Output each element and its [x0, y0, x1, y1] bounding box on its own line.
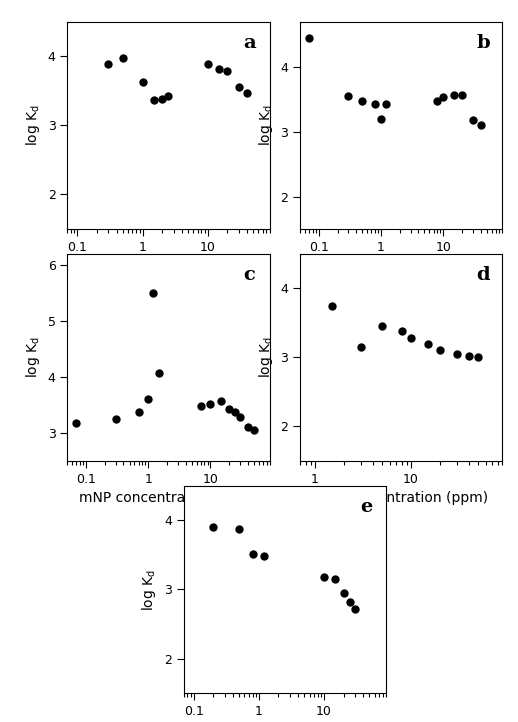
Point: [344, 90, 353, 102]
Point: [104, 58, 112, 70]
Y-axis label: log K$_\mathregular{d}$: log K$_\mathregular{d}$: [257, 104, 275, 147]
X-axis label: pNA concentration (ppm): pNA concentration (ppm): [313, 259, 489, 273]
Point: [204, 58, 212, 70]
Point: [119, 53, 127, 64]
Point: [332, 573, 340, 585]
Y-axis label: log K$_\mathregular{d}$: log K$_\mathregular{d}$: [24, 336, 42, 378]
Point: [371, 98, 379, 110]
Point: [250, 425, 258, 436]
Point: [433, 95, 441, 106]
Point: [197, 400, 205, 412]
Text: b: b: [476, 34, 490, 52]
Point: [453, 348, 461, 360]
Point: [231, 406, 239, 417]
Point: [439, 92, 447, 103]
Point: [215, 63, 223, 74]
Point: [243, 422, 252, 433]
Point: [135, 406, 143, 417]
Text: a: a: [243, 34, 256, 52]
Point: [206, 398, 214, 409]
Point: [377, 113, 385, 125]
Point: [351, 603, 359, 614]
Point: [356, 342, 365, 353]
Point: [260, 551, 268, 562]
Point: [469, 114, 477, 126]
Y-axis label: log K$_\mathregular{d}$: log K$_\mathregular{d}$: [257, 336, 275, 378]
Point: [158, 93, 166, 105]
Y-axis label: log K$_\mathregular{d}$: log K$_\mathregular{d}$: [140, 568, 159, 611]
Point: [397, 326, 406, 337]
Point: [149, 287, 157, 299]
Point: [407, 332, 415, 344]
Point: [474, 352, 482, 363]
Point: [477, 120, 485, 131]
Point: [111, 413, 120, 425]
Point: [378, 321, 386, 332]
Point: [436, 344, 444, 356]
Point: [225, 404, 233, 415]
Text: c: c: [243, 266, 255, 284]
X-axis label: mNP concentration (ppm): mNP concentration (ppm): [79, 492, 258, 505]
Point: [320, 571, 328, 583]
Point: [235, 523, 243, 534]
Text: e: e: [360, 498, 372, 516]
Point: [346, 596, 354, 608]
Point: [150, 94, 158, 105]
Point: [305, 32, 313, 43]
Point: [424, 338, 432, 349]
Y-axis label: log K$_\mathregular{d}$: log K$_\mathregular{d}$: [24, 104, 42, 147]
Point: [164, 90, 172, 102]
Point: [217, 395, 225, 406]
Text: d: d: [476, 266, 490, 284]
Point: [155, 367, 163, 378]
Point: [339, 587, 348, 599]
X-axis label: pCP concentration (ppm): pCP concentration (ppm): [314, 492, 488, 505]
Point: [236, 412, 244, 423]
Point: [458, 89, 466, 100]
Point: [235, 82, 243, 93]
Point: [465, 350, 473, 362]
Point: [328, 300, 336, 311]
Point: [138, 77, 147, 88]
Point: [73, 417, 81, 429]
Point: [144, 393, 152, 405]
Point: [242, 87, 251, 99]
Point: [209, 521, 218, 533]
Point: [358, 95, 366, 107]
Point: [223, 66, 232, 77]
X-axis label: pNP concentration (ppm): pNP concentration (ppm): [81, 259, 256, 273]
Point: [249, 548, 257, 560]
Point: [450, 89, 458, 100]
Point: [382, 98, 390, 110]
